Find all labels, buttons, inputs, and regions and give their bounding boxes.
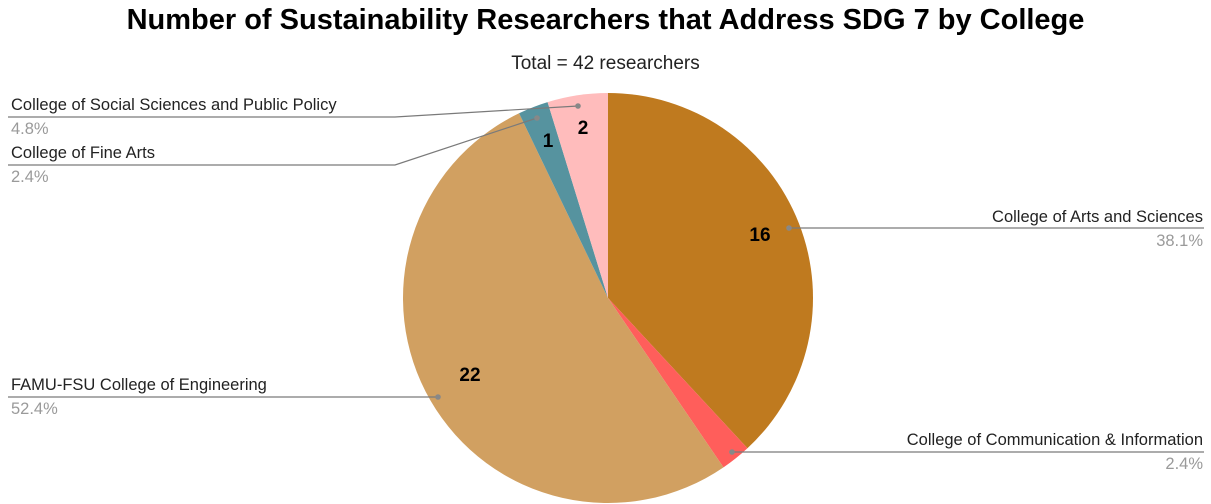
slice-label-percent: 38.1% [1156,232,1203,250]
slice-label-percent: 2.4% [1165,455,1203,473]
leader-dot [729,449,735,455]
leader-dot [435,394,441,400]
leader-dot [534,115,540,121]
slice-label-name: FAMU-FSU College of Engineering [11,376,267,394]
leader-dot [575,103,581,109]
slice-value-label: 16 [749,225,770,246]
slice-label-percent: 2.4% [11,168,49,186]
leader-dot [786,225,792,231]
slice-value-label: 1 [543,131,554,152]
slice-label-percent: 4.8% [11,120,49,138]
slice-label-name: College of Arts and Sciences [992,208,1203,226]
slice-label-name: College of Communication & Information [907,431,1203,449]
slice-value-label: 22 [459,365,480,386]
pie-slices [403,93,813,503]
slice-label-name: College of Fine Arts [11,144,155,162]
slice-value-label: 2 [578,118,589,139]
slice-label-percent: 52.4% [11,400,58,418]
slice-label-name: College of Social Sciences and Public Po… [11,96,337,114]
